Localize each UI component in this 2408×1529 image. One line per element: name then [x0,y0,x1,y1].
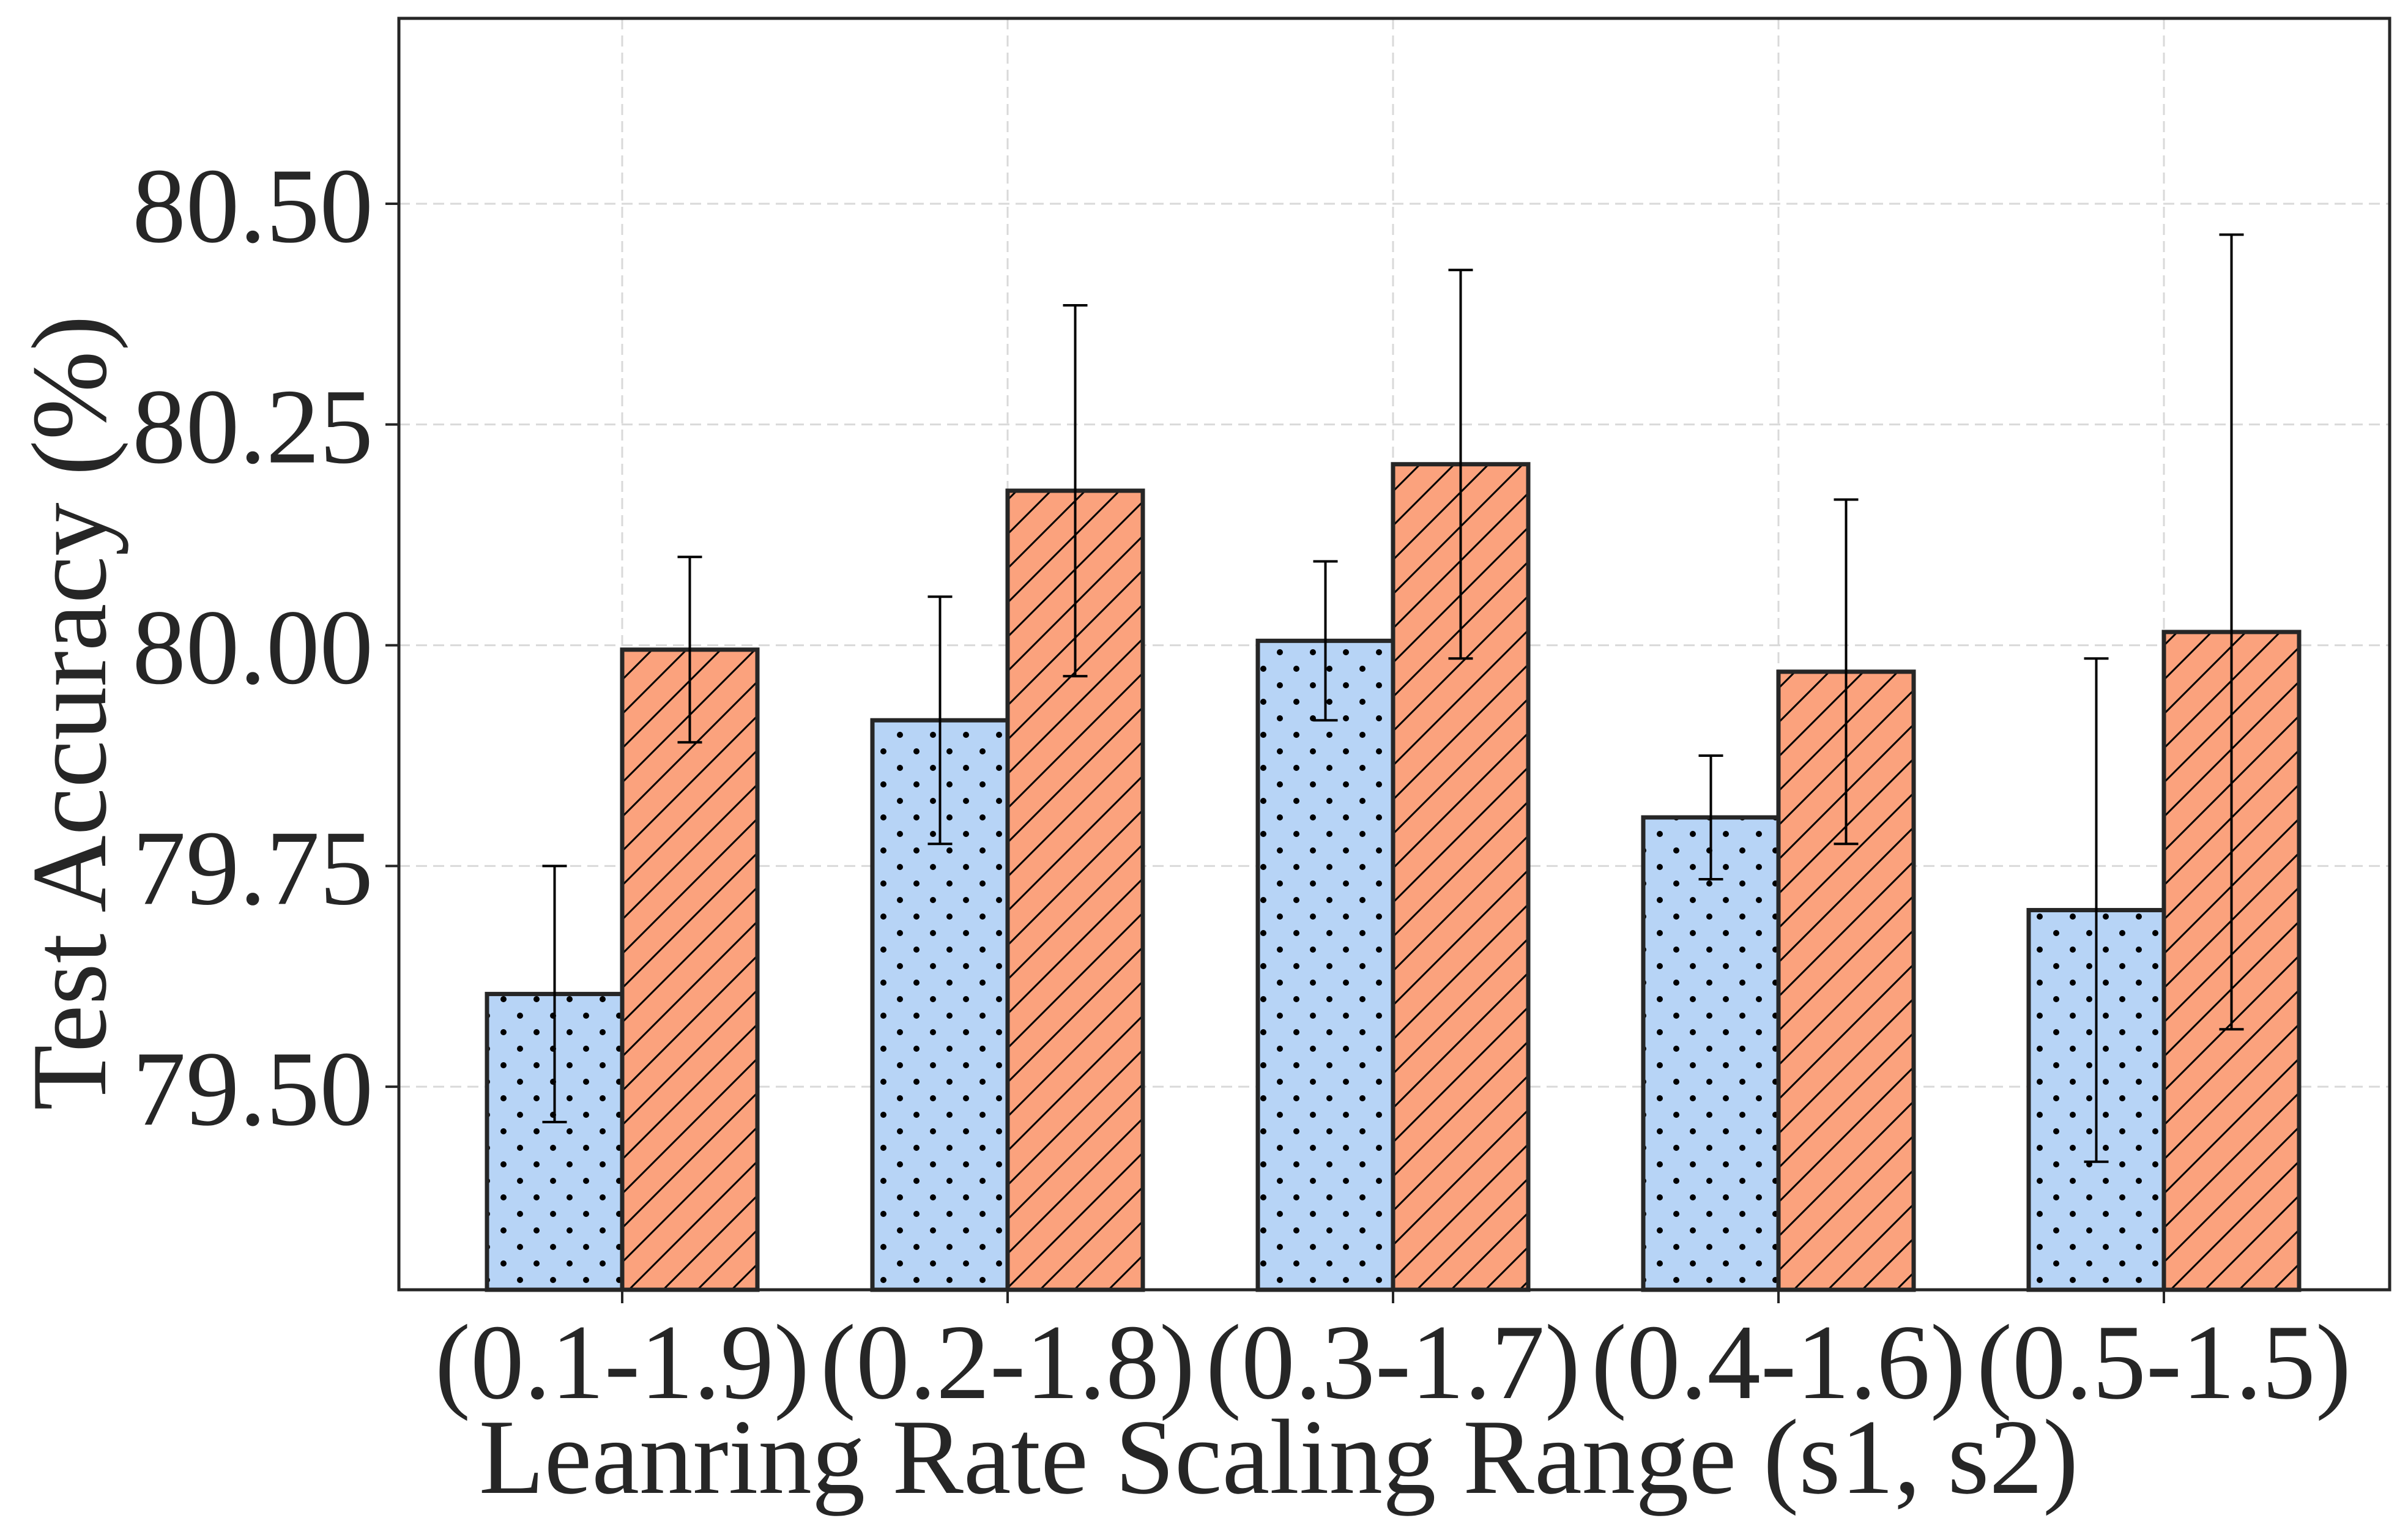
x-tick-label: (0.1-1.9) [435,1303,809,1421]
bar-hatch [1258,641,1393,1290]
y-tick-label: 80.25 [132,367,373,486]
bar-hatch [1643,817,1778,1290]
plot-frame [397,17,2391,1292]
x-tick-label: (0.4-1.6) [1591,1303,1966,1421]
y-tick-label: 80.00 [132,588,373,707]
y-tick-label: 79.50 [132,1029,373,1148]
x-tick-label: (0.5-1.5) [1977,1303,2351,1421]
y-tick-label: 80.50 [132,146,373,265]
x-tick-label: (0.2-1.8) [820,1303,1195,1421]
x-axis-title: Leanring Rate Scaling Range (s1, s2) [479,1397,2079,1516]
y-tick-label: 79.75 [132,808,373,927]
bar-hatch [622,649,757,1290]
y-axis-title: Test Accuracy (%) [10,315,128,1110]
x-tick-label: (0.3-1.7) [1206,1303,1580,1421]
